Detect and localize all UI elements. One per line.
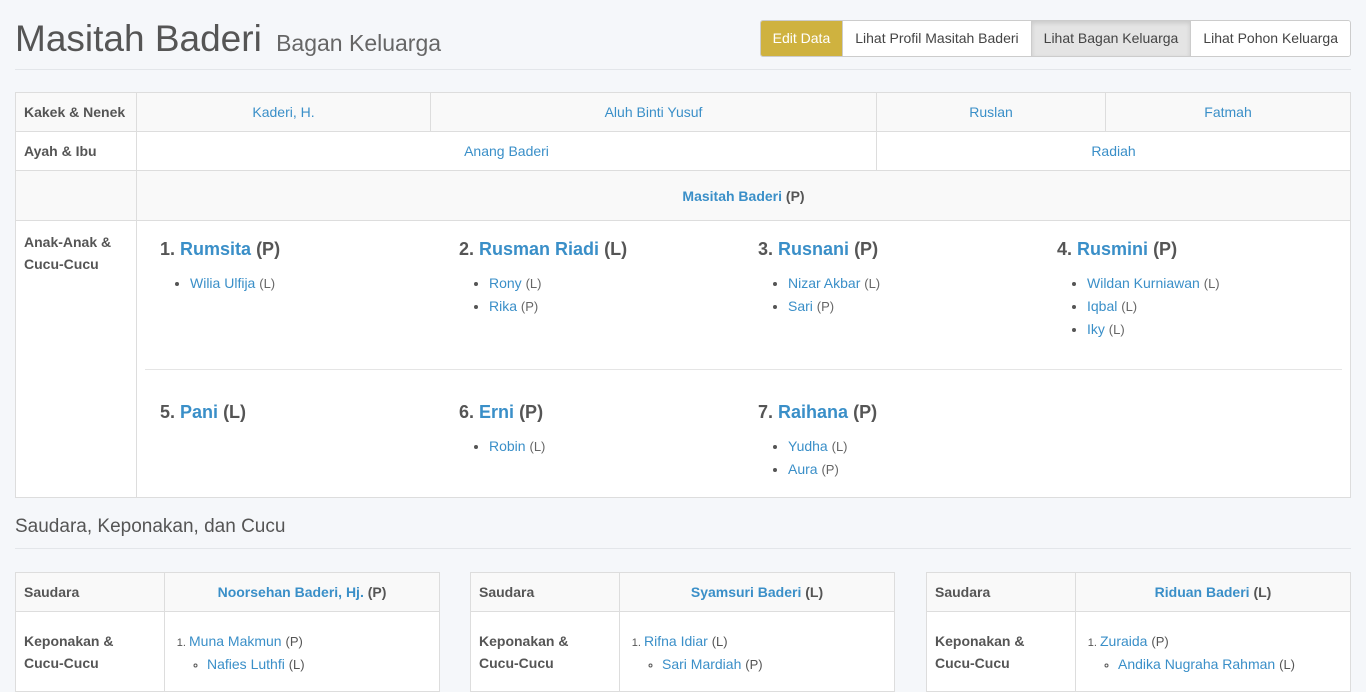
children-label: Anak-Anak & Cucu-Cucu — [15, 220, 137, 498]
grandchild-item: Sari (P) — [788, 295, 1048, 318]
child-link[interactable]: Raihana — [778, 402, 849, 422]
sibling-label: Saudara — [470, 572, 620, 612]
child-entry: 2. Rusman Riadi (L) Rony (L)Rika (P) — [459, 239, 749, 318]
child-link[interactable]: Rusnani — [778, 239, 850, 259]
grandchildren-list: Nizar Akbar (L)Sari (P) — [788, 272, 1048, 318]
grandchildren-list: Robin (L) — [489, 435, 749, 458]
grandchildren-list: Wilia Ulfija (L) — [190, 272, 450, 295]
parents-label: Ayah & Ibu — [15, 131, 137, 171]
children-grid: 1. Rumsita (P) Wilia Ulfija (L) 2. Rusman … — [137, 221, 1350, 497]
grandparent-link[interactable]: Kaderi, H. — [252, 104, 315, 120]
sibling-link[interactable]: Noorsehan Baderi, Hj. — [217, 584, 364, 600]
grandchild-item: Wildan Kurniawan (L) — [1087, 272, 1347, 295]
grandchild-item: Rika (P) — [489, 295, 749, 318]
grandchild-link[interactable]: Sari — [788, 298, 813, 314]
grandparent-link[interactable]: Aluh Binti Yusuf — [604, 104, 703, 120]
grand-nephew-link[interactable]: Nafies Luthfi — [207, 656, 285, 672]
child-link[interactable]: Rumsita — [180, 239, 252, 259]
grandparent-link[interactable]: Fatmah — [1204, 104, 1252, 120]
page-header: Masitah Baderi Bagan Keluarga Edit Data … — [15, 0, 1351, 70]
grandchild-link[interactable]: Wilia Ulfija — [190, 275, 256, 291]
sibling-card: Saudara Noorsehan Baderi, Hj. (P) Keponaka… — [15, 572, 440, 692]
nephew-link[interactable]: Muna Makmun — [189, 633, 282, 649]
child-heading: 3. Rusnani (P) — [758, 239, 879, 259]
grand-nephew-item: Andika Nugraha Rahman (L) — [1118, 653, 1342, 676]
sibling-card: Saudara Syamsuri Baderi (L) Keponakan & Cu… — [470, 572, 895, 692]
grand-nephew-item: Sari Mardiah (P) — [662, 653, 886, 676]
divider — [145, 369, 1342, 370]
nephew-list: Rifna Idiar (L)Sari Mardiah (P) — [644, 630, 886, 676]
sibling-card: Saudara Riduan Baderi (L) Keponakan & Cucu… — [926, 572, 1351, 692]
grandchild-link[interactable]: Aura — [788, 461, 818, 477]
grandparent-link[interactable]: Ruslan — [969, 104, 1013, 120]
grandchild-item: Aura (P) — [788, 458, 1048, 481]
nephew-list: Muna Makmun (P)Nafies Luthfi (L) — [189, 630, 431, 676]
grandchild-link[interactable]: Rony — [489, 275, 522, 291]
sibling-label: Saudara — [926, 572, 1076, 612]
page-title: Masitah Baderi Bagan Keluarga — [15, 18, 442, 59]
child-entry: 6. Erni (P) Robin (L) — [459, 402, 749, 458]
child-heading: 6. Erni (P) — [459, 402, 544, 422]
grandchildren-list: Yudha (L)Aura (P) — [788, 435, 1048, 481]
grand-nephew-link[interactable]: Andika Nugraha Rahman — [1118, 656, 1276, 672]
grandchild-item: Iqbal (L) — [1087, 295, 1347, 318]
child-heading: 5. Pani (L) — [160, 402, 247, 422]
grandchild-link[interactable]: Iqbal — [1087, 298, 1118, 314]
sibling-link[interactable]: Riduan Baderi — [1154, 584, 1250, 600]
nephew-label: Keponakan & Cucu-Cucu — [470, 611, 620, 692]
family-chart-table: Kakek & Nenek Kaderi, H. Aluh Binti Yusu… — [15, 92, 1351, 498]
child-link[interactable]: Rusman Riadi — [479, 239, 600, 259]
nephew-link[interactable]: Zuraida — [1100, 633, 1148, 649]
sibling-label: Saudara — [15, 572, 165, 612]
grandchild-item: Iky (L) — [1087, 318, 1347, 341]
self-link[interactable]: Masitah Baderi — [682, 187, 783, 204]
child-heading: 2. Rusman Riadi (L) — [459, 239, 628, 259]
grandchild-item: Robin (L) — [489, 435, 749, 458]
child-link[interactable]: Pani — [180, 402, 219, 422]
grandchild-item: Wilia Ulfija (L) — [190, 272, 450, 295]
view-profile-button[interactable]: Lihat Profil Masitah Baderi — [842, 21, 1031, 56]
grandchild-link[interactable]: Wildan Kurniawan — [1087, 275, 1200, 291]
grandchild-link[interactable]: Iky — [1087, 321, 1105, 337]
grandchildren-list: Rony (L)Rika (P) — [489, 272, 749, 318]
grandparents-label: Kakek & Nenek — [15, 92, 137, 132]
father-link[interactable]: Anang Baderi — [464, 143, 549, 159]
child-entry: 1. Rumsita (P) Wilia Ulfija (L) — [160, 239, 450, 295]
grandchild-link[interactable]: Yudha — [788, 438, 828, 454]
nephew-label: Keponakan & Cucu-Cucu — [926, 611, 1076, 692]
sibling-link[interactable]: Syamsuri Baderi — [690, 584, 802, 600]
nephew-item: Muna Makmun (P)Nafies Luthfi (L) — [189, 630, 431, 676]
child-heading: 7. Raihana (P) — [758, 402, 878, 422]
grandchild-item: Nizar Akbar (L) — [788, 272, 1048, 295]
grandchild-link[interactable]: Robin — [489, 438, 526, 454]
child-entry: 4. Rusmini (P) Wildan Kurniawan (L)Iqbal … — [1057, 239, 1347, 341]
edit-data-button[interactable]: Edit Data — [760, 21, 843, 56]
mother-link[interactable]: Radiah — [1091, 143, 1136, 159]
nephew-label: Keponakan & Cucu-Cucu — [15, 611, 165, 692]
section-title: Saudara, Keponakan, dan Cucu — [15, 516, 1351, 549]
action-button-group: Edit Data Lihat Profil Masitah Baderi Li… — [759, 20, 1351, 57]
view-family-tree-button[interactable]: Lihat Pohon Keluarga — [1190, 21, 1350, 56]
nephew-list: Zuraida (P)Andika Nugraha Rahman (L) — [1100, 630, 1342, 676]
nephew-link[interactable]: Rifna Idiar — [644, 633, 708, 649]
child-heading: 1. Rumsita (P) — [160, 239, 281, 259]
nephew-item: Zuraida (P)Andika Nugraha Rahman (L) — [1100, 630, 1342, 676]
grand-nephew-link[interactable]: Sari Mardiah — [662, 656, 742, 672]
grandchild-link[interactable]: Rika — [489, 298, 518, 314]
grandchild-item: Yudha (L) — [788, 435, 1048, 458]
child-entry: 3. Rusnani (P) Nizar Akbar (L)Sari (P) — [758, 239, 1048, 318]
grand-nephew-item: Nafies Luthfi (L) — [207, 653, 431, 676]
child-heading: 4. Rusmini (P) — [1057, 239, 1178, 259]
grandchild-link[interactable]: Nizar Akbar — [788, 275, 861, 291]
grandchild-item: Rony (L) — [489, 272, 749, 295]
view-family-chart-button[interactable]: Lihat Bagan Keluarga — [1030, 21, 1191, 56]
page-subtitle: Bagan Keluarga — [276, 30, 442, 56]
child-link[interactable]: Erni — [479, 402, 515, 422]
child-link[interactable]: Rusmini — [1077, 239, 1149, 259]
nephew-item: Rifna Idiar (L)Sari Mardiah (P) — [644, 630, 886, 676]
grandchildren-list: Wildan Kurniawan (L)Iqbal (L)Iky (L) — [1087, 272, 1347, 341]
self-cell: Masitah Baderi (P) — [136, 170, 1351, 221]
child-entry: 5. Pani (L) — [160, 402, 450, 435]
child-entry: 7. Raihana (P) Yudha (L)Aura (P) — [758, 402, 1048, 481]
